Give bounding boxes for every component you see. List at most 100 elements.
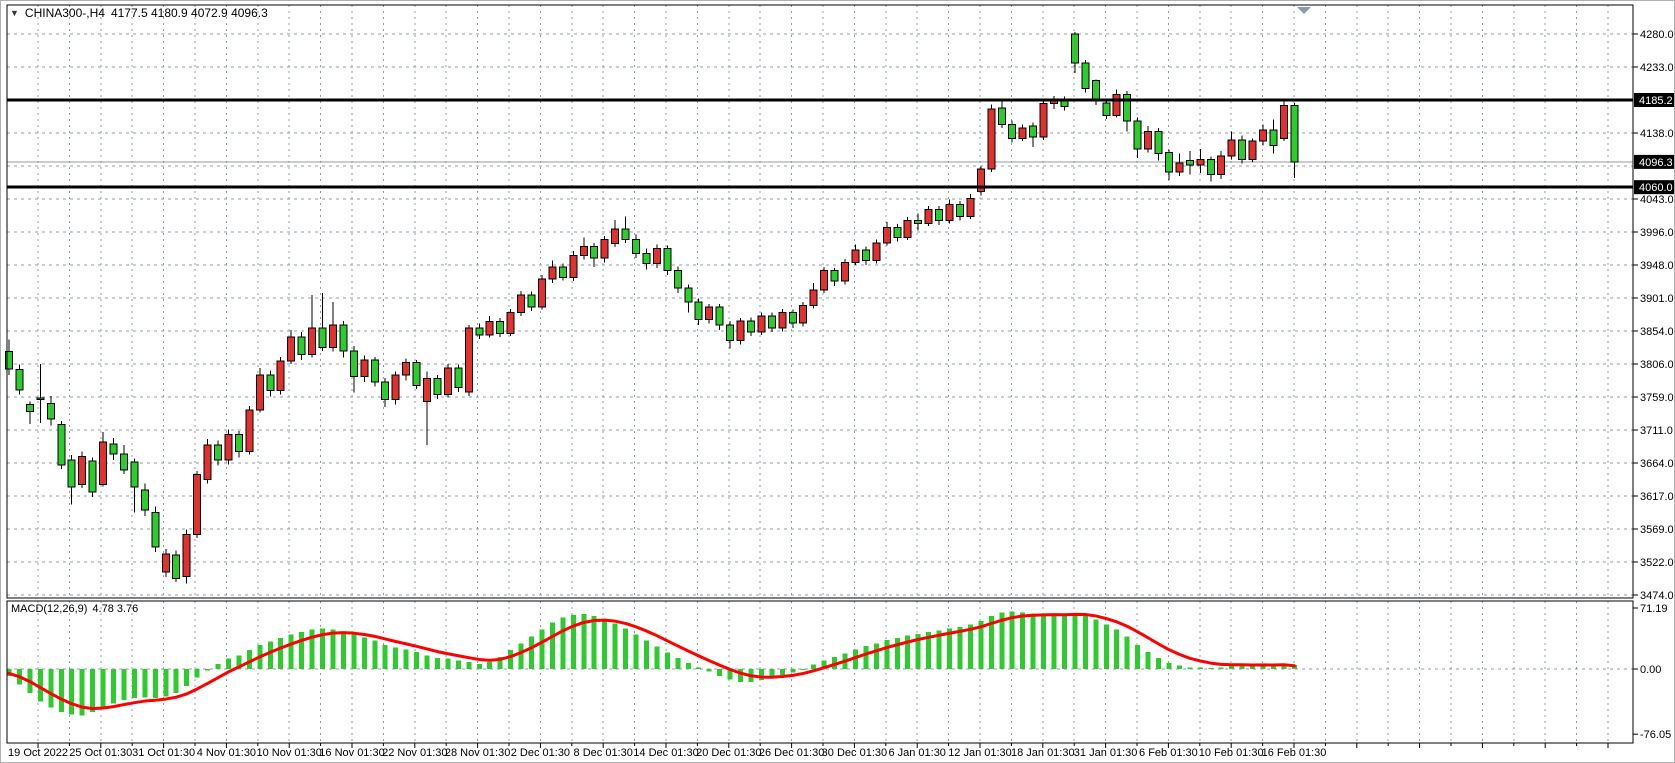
candle-bearish xyxy=(621,228,630,240)
candle-bearish xyxy=(57,424,66,466)
price-axis-label: 3759.0 xyxy=(1640,392,1674,404)
macd-axis-label: 0.00 xyxy=(1640,664,1661,676)
macd-histogram-bar xyxy=(905,635,911,669)
macd-histogram-bar xyxy=(1051,614,1057,669)
candle-bearish xyxy=(412,362,421,387)
macd-histogram-bar xyxy=(727,669,733,680)
macd-histogram-bar xyxy=(612,623,618,669)
candle-bullish xyxy=(78,456,87,485)
price-axis-label: 3711.0 xyxy=(1640,425,1673,437)
macd-histogram-bar xyxy=(79,669,85,716)
macd-signal-line-layer xyxy=(7,612,1296,711)
time-axis-label: 25 Oct 01:30 xyxy=(69,747,132,759)
time-axis-label: 8 Dec 01:30 xyxy=(574,747,633,759)
candle-bearish xyxy=(861,249,870,261)
price-label-box xyxy=(1634,154,1674,169)
macd-histogram-bar xyxy=(1229,665,1235,669)
macd-histogram-bar xyxy=(487,662,493,669)
candle-bearish xyxy=(893,227,902,238)
candle-bullish xyxy=(1039,103,1048,138)
time-axis-label: 26 Dec 01:30 xyxy=(759,747,824,759)
highlighted-price-label: 4060.0 xyxy=(1639,182,1673,194)
macd-histogram-bar xyxy=(1041,614,1047,669)
candle-bearish xyxy=(1102,102,1111,116)
macd-histogram-bar xyxy=(455,660,461,669)
macd-histogram-bar xyxy=(863,645,869,669)
macd-histogram-bar xyxy=(1082,615,1088,669)
macd-histogram-bar xyxy=(696,667,702,669)
macd-histogram-bar xyxy=(351,634,357,669)
candle-bearish xyxy=(172,554,181,579)
candle-bullish xyxy=(1144,130,1153,150)
candle-bullish xyxy=(1018,127,1027,139)
price-axis-label: 4138.0 xyxy=(1640,128,1674,140)
candle-bearish xyxy=(214,444,222,461)
macd-histogram-bar xyxy=(205,669,211,671)
candle-bearish xyxy=(234,433,243,453)
macd-histogram-bar xyxy=(58,669,64,712)
candle-bearish xyxy=(475,327,484,336)
candle-bullish xyxy=(809,289,818,307)
candle-bullish xyxy=(276,360,285,391)
macd-histogram-bar xyxy=(37,669,43,702)
time-axis-label: 10 Feb 01:30 xyxy=(1199,747,1264,759)
candle-bearish xyxy=(46,403,55,420)
macd-histogram-bar xyxy=(173,669,179,693)
macd-histogram-bar xyxy=(884,639,890,669)
macd-histogram-bar xyxy=(236,655,242,669)
candle-bullish xyxy=(308,327,317,355)
macd-histogram-bar xyxy=(1208,668,1214,670)
macd-histogram-bar xyxy=(581,614,587,669)
candle-bullish xyxy=(506,311,515,334)
macd-histogram-bar xyxy=(821,660,827,669)
macd-histogram-bar xyxy=(361,637,367,669)
candle-bullish xyxy=(1248,140,1257,160)
macd-histogram-bar xyxy=(999,612,1005,669)
macd-histogram-bar xyxy=(1061,615,1067,669)
candle-bullish xyxy=(360,359,369,378)
candle-bullish xyxy=(757,315,766,333)
highlighted-price-label: 4096.3 xyxy=(1639,157,1673,169)
candle-bullish xyxy=(1227,139,1236,157)
macd-histogram-bar xyxy=(675,657,681,669)
candle-bearish xyxy=(914,220,923,224)
candle-bearish xyxy=(119,453,128,471)
candle-bearish xyxy=(15,369,24,391)
price-axis-label: 4233.0 xyxy=(1640,62,1674,74)
macd-histogram-bar xyxy=(518,643,524,669)
macd-histogram-bar xyxy=(1135,645,1141,669)
macd-histogram-bar xyxy=(591,615,597,669)
macd-histogram-bar xyxy=(69,669,75,715)
time-axis-label: 28 Nov 01:30 xyxy=(445,747,510,759)
macd-histogram-bar xyxy=(372,640,378,669)
macd-histogram-bar xyxy=(988,615,994,669)
macd-histogram-bar xyxy=(560,617,566,669)
panel-borders-layer xyxy=(6,4,1634,744)
macd-histogram-bar xyxy=(445,658,451,669)
candle-bearish xyxy=(1164,151,1173,173)
macd-histogram-bar xyxy=(549,622,555,669)
candle-bullish xyxy=(976,168,985,192)
price-axis-label: 3569.0 xyxy=(1640,524,1674,536)
macd-histogram-bar xyxy=(1020,612,1026,669)
macd-histogram-bar xyxy=(1250,665,1256,669)
candle-bearish xyxy=(454,367,463,389)
symbol-dropdown-icon[interactable]: ▼ xyxy=(10,7,19,18)
candle-bullish xyxy=(924,208,933,224)
macd-histogram-bar xyxy=(424,655,430,669)
candle-bullish xyxy=(966,197,975,217)
macd-histogram-bar xyxy=(163,669,169,697)
price-label-box xyxy=(1634,180,1674,195)
candle-bearish xyxy=(1206,158,1215,176)
candle-bullish xyxy=(820,270,829,291)
candle-bullish xyxy=(391,374,400,401)
candle-bearish xyxy=(1290,104,1299,163)
candle-bearish xyxy=(1123,94,1132,122)
time-axis-label: 30 Dec 01:30 xyxy=(822,747,887,759)
candle-bullish xyxy=(224,433,233,461)
time-axis-label: 14 Dec 01:30 xyxy=(633,747,698,759)
macd-panel-border xyxy=(6,600,1634,744)
macd-histogram-bar xyxy=(1124,636,1130,669)
macd-histogram-bar xyxy=(288,634,294,669)
